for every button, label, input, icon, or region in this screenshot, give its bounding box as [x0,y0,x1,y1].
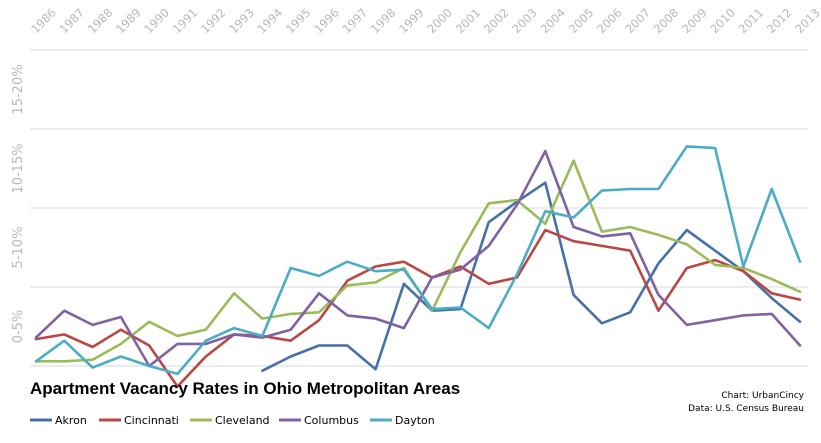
legend-label-dayton: Dayton [395,414,435,427]
x-tick-label: 1991 [170,6,201,37]
x-tick-label: 2002 [481,6,512,37]
x-tick-label: 1989 [113,6,144,37]
x-tick-label: 1994 [255,6,286,37]
x-tick-label: 1992 [198,6,229,37]
x-tick-label: 2001 [453,6,484,37]
x-tick-label: 1990 [141,6,172,37]
x-tick-label: 1993 [226,6,257,37]
y-axis-tick-labels: 0-5% 5-10% 10-15% 15-20% [11,64,26,343]
series-line-cleveland [34,159,802,363]
x-tick-label: 2006 [594,6,625,37]
series-line-akron [261,181,802,372]
legend-label-akron: Akron [55,414,87,427]
series-line-dayton [34,145,802,376]
x-tick-label: 2011 [736,6,767,37]
x-tick-label: 1986 [28,6,59,37]
legend: Akron Cincinnati Cleveland Columbus Dayton [30,414,435,427]
x-axis-tick-labels: 1986198719881989199019911992199319941995… [28,6,821,37]
legend-label-cleveland: Cleveland [215,414,270,427]
x-tick-label: 2013 [792,6,821,37]
x-tick-label: 1987 [57,6,88,37]
chart-title: Apartment Vacancy Rates in Ohio Metropol… [30,379,460,398]
x-tick-label: 2004 [538,6,569,37]
chart-credit: Chart: UrbanCincy [721,391,804,401]
x-tick-label: 2000 [424,6,455,37]
legend-label-columbus: Columbus [304,414,359,427]
legend-label-cincinnati: Cincinnati [124,414,179,427]
y-tick-label: 0-5% [11,310,26,344]
y-tick-label: 10-15% [11,143,26,193]
series-line-columbus [34,149,802,368]
x-tick-label: 1995 [283,6,314,37]
y-tick-label: 5-10% [11,227,26,269]
x-tick-label: 2009 [679,6,710,37]
x-tick-label: 1999 [396,6,427,37]
y-tick-label: 15-20% [11,64,26,114]
x-tick-label: 2003 [509,6,540,37]
x-tick-label: 2007 [622,6,653,37]
x-tick-label: 2010 [707,6,738,37]
gridlines [30,49,808,367]
series-lines [34,145,802,388]
data-source: Data: U.S. Census Bureau [688,404,804,414]
x-tick-label: 2005 [566,6,597,37]
x-tick-label: 1997 [339,6,370,37]
x-tick-label: 1998 [368,6,399,37]
series-line-cincinnati [34,228,802,388]
x-tick-label: 2008 [651,6,682,37]
x-tick-label: 1988 [85,6,116,37]
x-tick-label: 1996 [311,6,342,37]
x-tick-label: 2012 [764,6,795,37]
